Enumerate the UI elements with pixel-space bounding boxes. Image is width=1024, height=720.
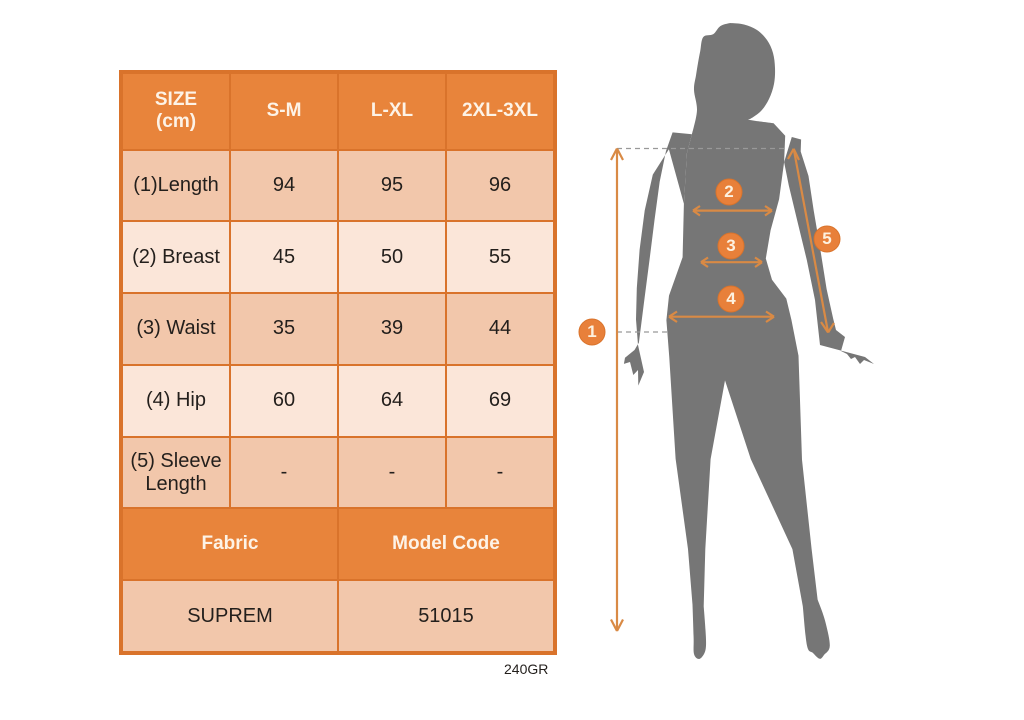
- svg-text:3: 3: [726, 236, 735, 255]
- svg-text:5: 5: [822, 229, 831, 248]
- svg-text:4: 4: [726, 289, 736, 308]
- svg-text:2: 2: [724, 182, 733, 201]
- svg-text:1: 1: [587, 322, 596, 341]
